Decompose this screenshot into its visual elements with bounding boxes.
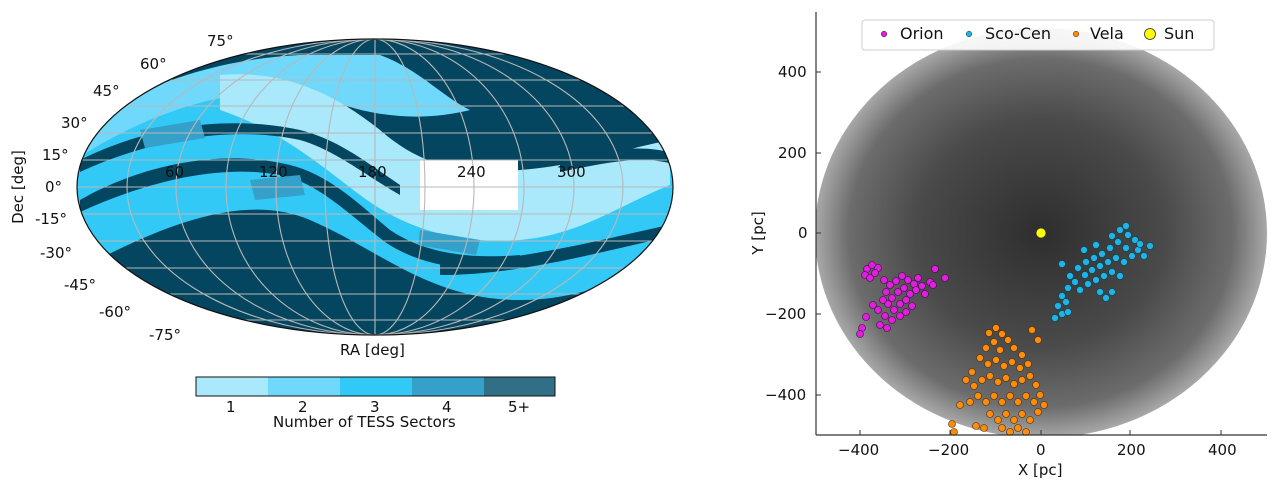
- xy-scatter-panel: Orion Sco-Cen Vela Sun 400 200 0 −200 −4…: [740, 0, 1278, 492]
- y-tick-minus200: −200: [765, 305, 807, 323]
- y-axis-label: Y [pc]: [749, 211, 767, 255]
- axis-ticks: [816, 71, 1222, 435]
- colorbar: [195, 376, 556, 397]
- dec-tick-30: 30°: [61, 114, 88, 132]
- dec-axis-label: Dec [deg]: [9, 150, 27, 224]
- x-axis-label: X [pc]: [1018, 461, 1063, 479]
- scocen-points: [1051, 222, 1154, 322]
- dec-tick-minus60: -60°: [99, 303, 131, 321]
- dec-tick-minus30: -30°: [40, 244, 72, 262]
- x-tick-0: 0: [1036, 441, 1046, 459]
- legend-orion-label: Orion: [900, 24, 944, 43]
- dec-tick-0: 0°: [45, 178, 63, 196]
- y-tick-0: 0: [798, 224, 808, 242]
- map-border: [76, 38, 674, 336]
- colorbar-tick-1: 1: [226, 398, 236, 416]
- colorbar-tick-5plus: 5+: [508, 398, 531, 416]
- legend-scocen-marker: [965, 30, 973, 38]
- dec-tick-minus15: -15°: [35, 210, 67, 228]
- dec-tick-75: 75°: [207, 32, 234, 50]
- x-tick-200: 200: [1117, 441, 1146, 459]
- ra-tick-60: 60: [165, 163, 185, 181]
- orion-points: [856, 261, 949, 338]
- sky-coverage-map-panel: 60 120 180 240 300 75° 60° 45° 30° 15° 0…: [9, 32, 674, 431]
- y-tick-minus400: −400: [765, 386, 807, 404]
- x-tick-minus200: −200: [928, 441, 970, 459]
- x-tick-minus400: −400: [838, 441, 880, 459]
- colorbar-tick-4: 4: [442, 398, 452, 416]
- legend-sun-marker: [1144, 28, 1156, 40]
- dec-tick-minus45: -45°: [64, 276, 96, 294]
- legend-sun-label: Sun: [1164, 24, 1195, 43]
- sun-marker: [1035, 227, 1047, 239]
- ra-tick-240: 240: [457, 163, 486, 181]
- dec-tick-45: 45°: [93, 82, 120, 100]
- colorbar-label: Number of TESS Sectors: [273, 413, 456, 431]
- ra-axis-label: RA [deg]: [340, 341, 405, 359]
- x-tick-400: 400: [1208, 441, 1237, 459]
- ra-tick-120: 120: [259, 163, 288, 181]
- legend-box: [861, 19, 1215, 51]
- colorbar-tick-2: 2: [298, 398, 308, 416]
- ra-tick-180: 180: [358, 163, 387, 181]
- dec-tick-60: 60°: [140, 55, 167, 73]
- colorbar-tick-3: 3: [370, 398, 380, 416]
- y-tick-400: 400: [778, 63, 807, 81]
- legend-scocen-label: Sco-Cen: [985, 24, 1051, 43]
- legend-vela-label: Vela: [1090, 24, 1124, 43]
- legend-orion-marker: [880, 30, 888, 38]
- legend-vela-marker: [1072, 30, 1080, 38]
- vela-points: [948, 324, 1048, 436]
- dec-tick-15: 15°: [42, 146, 69, 164]
- mollweide-map: [76, 38, 674, 397]
- dec-tick-minus75: -75°: [149, 326, 181, 344]
- y-tick-200: 200: [778, 144, 807, 162]
- ra-tick-300: 300: [557, 163, 586, 181]
- scatter-plot: [815, 12, 1267, 436]
